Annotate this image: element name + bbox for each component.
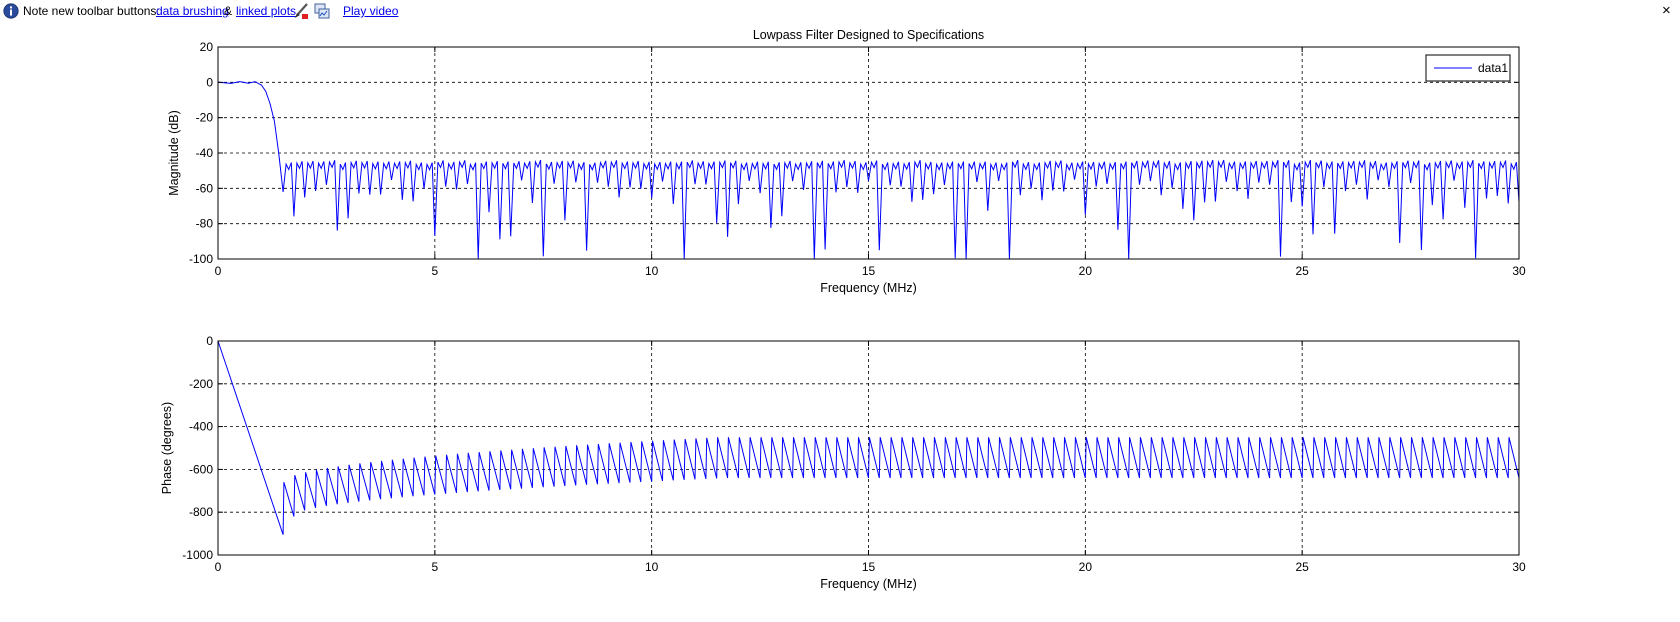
y-tick-label: -20	[196, 111, 214, 125]
x-tick-label: 30	[1512, 264, 1526, 278]
y-tick-label: -400	[189, 420, 213, 434]
data-brushing-link[interactable]: data brushing	[156, 4, 229, 18]
ampersand-text: &	[224, 4, 233, 18]
close-icon[interactable]: ×	[1662, 2, 1671, 19]
x-tick-label: 30	[1512, 560, 1526, 574]
y-axis-label: Magnitude (dB)	[167, 110, 181, 195]
y-tick-label: -80	[196, 217, 214, 231]
linked-plots-link[interactable]: linked plots	[236, 4, 297, 18]
x-tick-label: 0	[215, 560, 222, 574]
y-axis-label: Phase (degrees)	[160, 402, 174, 494]
series-line	[217, 81, 1520, 260]
y-tick-label: -800	[189, 505, 213, 519]
y-tick-label: 0	[206, 334, 213, 348]
x-tick-label: 15	[862, 264, 876, 278]
info-bar: Note new toolbar buttons: data brushing …	[0, 0, 1680, 22]
y-tick-label: 0	[206, 75, 213, 89]
chart-title: Lowpass Filter Designed to Specification…	[753, 28, 984, 42]
x-tick-label: 5	[431, 264, 438, 278]
linked-plots-icon[interactable]	[313, 2, 331, 20]
phase-plot: 0 5 10 15 20 25 30 0 -200 -400 -600 -800 -1000 Freque…	[160, 334, 1526, 591]
x-tick-label: 25	[1295, 264, 1309, 278]
x-axis-label: Frequency (MHz)	[820, 281, 917, 295]
x-tick-label: 5	[431, 560, 438, 574]
x-tick-label: 25	[1295, 560, 1309, 574]
toolbar-note-text: Note new toolbar buttons:	[23, 4, 160, 18]
series-line	[217, 340, 1520, 535]
play-video-link[interactable]: Play video	[343, 4, 399, 18]
brush-icon[interactable]	[292, 2, 310, 20]
info-icon	[3, 3, 19, 19]
y-tick-label: -200	[189, 377, 213, 391]
x-tick-label: 0	[215, 264, 222, 278]
x-tick-label: 20	[1079, 264, 1093, 278]
y-tick-label: -600	[189, 462, 213, 476]
legend-label-data1: data1	[1478, 61, 1508, 75]
y-tick-label: -60	[196, 181, 214, 195]
magnitude-plot: 0 5 10 15 20 25 30 20 0 -20 -40 -60 -80 -100 Frequency…	[167, 28, 1526, 295]
y-tick-label: -1000	[182, 548, 213, 562]
x-tick-label: 15	[862, 560, 876, 574]
y-tick-label: -40	[196, 146, 214, 160]
y-tick-label: 20	[200, 40, 214, 54]
x-axis-label: Frequency (MHz)	[820, 577, 917, 591]
x-tick-label: 20	[1079, 560, 1093, 574]
x-tick-label: 10	[645, 560, 659, 574]
y-tick-label: -100	[189, 252, 213, 266]
x-tick-label: 10	[645, 264, 659, 278]
figure-canvas: 0 5 10 15 20 25 30 20 0 -20 -40 -60 -80 -100 Frequency…	[160, 28, 1526, 591]
